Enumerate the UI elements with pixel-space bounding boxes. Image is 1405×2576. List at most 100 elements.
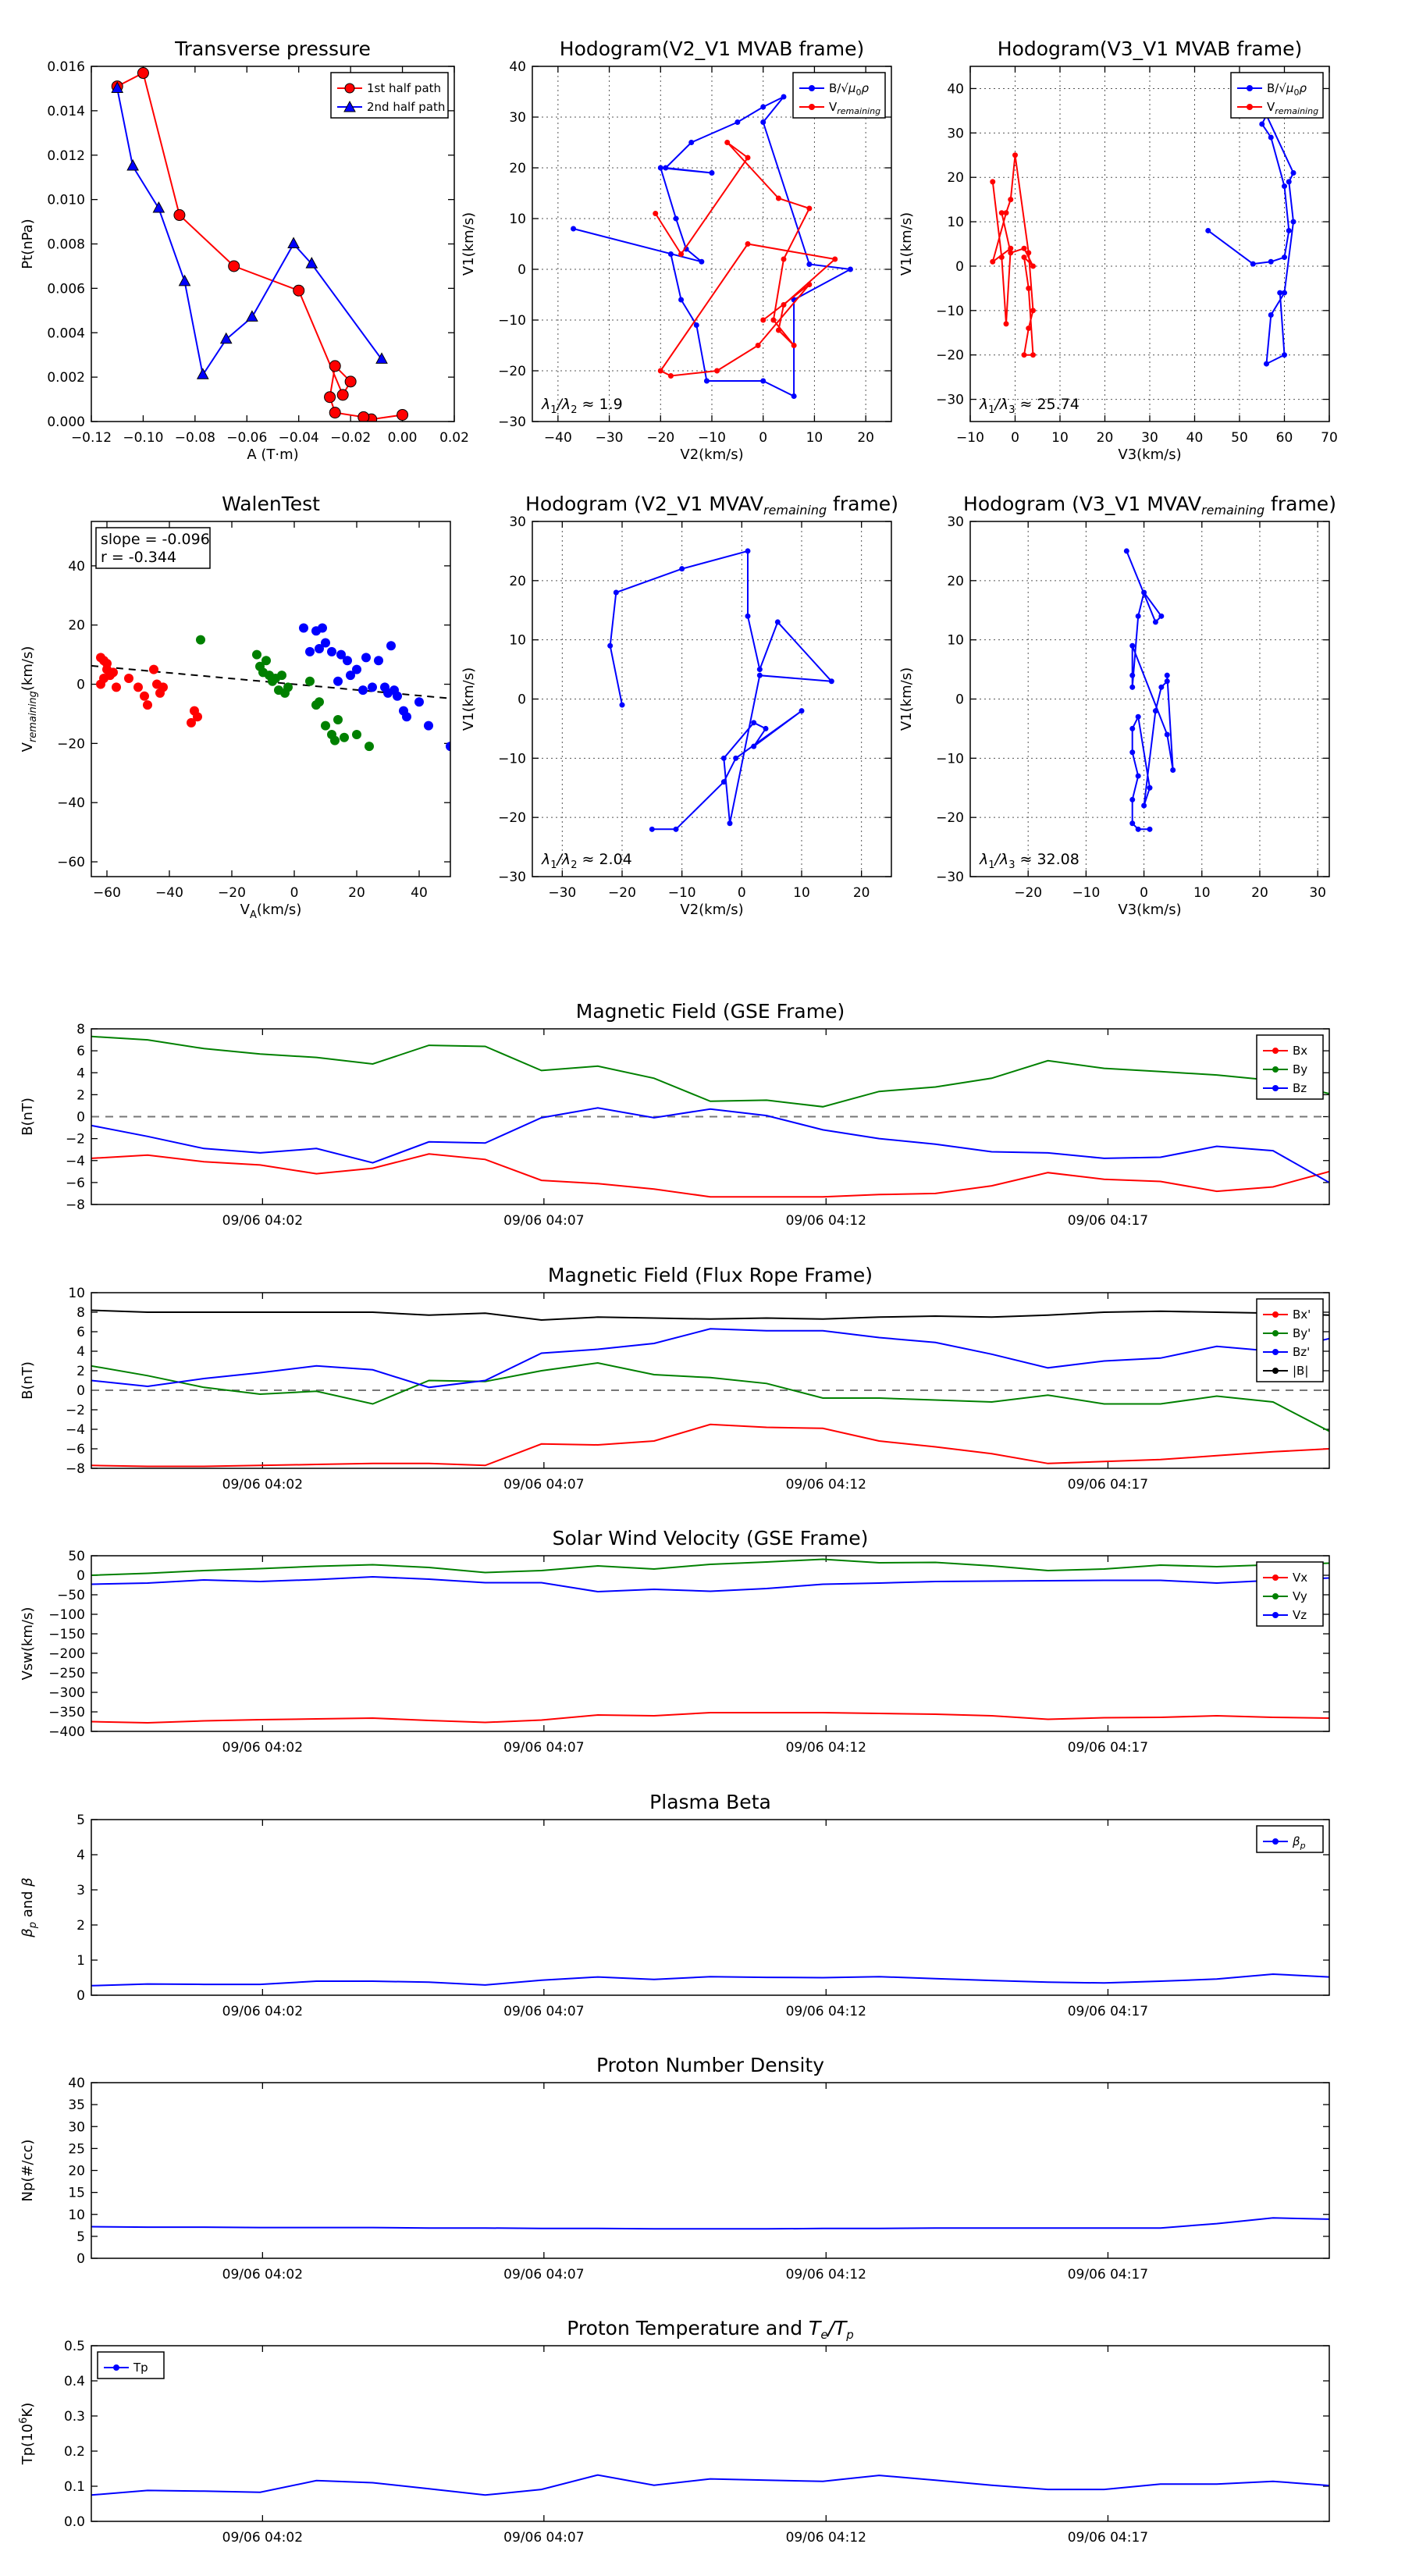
data-point xyxy=(735,119,741,125)
legend-label: Vz xyxy=(1293,1608,1307,1622)
data-point xyxy=(751,743,757,749)
x-tick-label: 09/06 04:07 xyxy=(503,2267,584,2282)
y-tick-label: 6 xyxy=(76,1325,85,1340)
legend-marker xyxy=(1247,85,1253,91)
data-point xyxy=(343,656,352,666)
data-point xyxy=(613,589,619,596)
data-point xyxy=(770,317,777,323)
y-tick-label: 30 xyxy=(509,514,526,530)
data-point xyxy=(1030,352,1036,358)
chart-title: Proton Temperature and Te/Tp xyxy=(567,2317,854,2342)
y-tick-label: −8 xyxy=(66,1461,85,1477)
x-tick-label: 0 xyxy=(738,885,746,901)
data-point xyxy=(1008,245,1014,251)
fit-slope: slope = -0.096 xyxy=(101,531,210,548)
legend-marker xyxy=(1272,1593,1279,1599)
y-tick-label: −200 xyxy=(48,1646,85,1662)
legend-label: Vremaining xyxy=(829,100,880,116)
legend-marker xyxy=(344,83,355,94)
ann-part: ≈ 32.08 xyxy=(1015,851,1079,868)
data-point xyxy=(678,251,685,257)
data-point xyxy=(358,685,368,696)
legend-box xyxy=(1256,1034,1324,1100)
data-point xyxy=(1008,197,1014,203)
data-point xyxy=(190,706,199,716)
legend-label: Vremaining xyxy=(1267,100,1318,116)
y-tick-label: 0 xyxy=(76,1383,85,1399)
y-tick-label: −20 xyxy=(936,348,964,364)
x-tick-label: 09/06 04:07 xyxy=(503,2004,584,2019)
eigenvalue-ratio: λ1/λ3 ≈ 25.74 xyxy=(979,396,1080,416)
data-point xyxy=(1205,227,1211,233)
data-point xyxy=(663,165,669,171)
y-tick-label: −30 xyxy=(498,870,526,885)
y-tick-label: 30 xyxy=(947,126,964,141)
x-label-sub: A xyxy=(250,909,257,921)
data-point xyxy=(1141,589,1147,596)
ann-sub: 1 xyxy=(988,404,994,416)
data-point xyxy=(424,720,433,731)
x-axis-label: V3(km/s) xyxy=(1118,902,1181,918)
data-layer xyxy=(91,1558,1329,1724)
data-point xyxy=(727,820,733,827)
data-point xyxy=(143,700,152,710)
legend-part: B/√ xyxy=(829,81,848,95)
x-axis-label: A (T·m) xyxy=(247,447,298,463)
x-axis-label: V3(km/s) xyxy=(1118,447,1181,463)
data-point xyxy=(709,170,715,176)
data-point xyxy=(1135,713,1141,720)
y-tick-label: 10 xyxy=(68,2208,85,2223)
data-layer xyxy=(91,1035,1329,1198)
data-point xyxy=(1259,121,1265,127)
data-point xyxy=(368,682,377,692)
y-tick-label: 10 xyxy=(947,215,964,230)
data-layer xyxy=(990,112,1297,367)
y-tick-label: −20 xyxy=(498,810,526,826)
y-tick-label: 5 xyxy=(76,1813,85,1828)
x-tick-label: 09/06 04:17 xyxy=(1068,1740,1148,1756)
x-tick-label: 09/06 04:02 xyxy=(222,1477,303,1493)
data-point xyxy=(832,256,838,262)
data-point xyxy=(667,373,674,379)
data-point xyxy=(446,742,450,752)
data-point xyxy=(1282,352,1287,358)
data-layer xyxy=(91,2474,1329,2496)
legend-marker xyxy=(343,100,356,112)
y-tick-label: −2 xyxy=(66,1132,85,1147)
y-tick-label: 0.008 xyxy=(47,237,85,253)
data-point xyxy=(111,81,124,93)
y-tick-label: −30 xyxy=(936,393,964,408)
data-point xyxy=(693,322,699,328)
data-point xyxy=(196,368,209,379)
data-point xyxy=(321,638,330,648)
data-point xyxy=(998,210,1005,216)
eigenvalue-ratio: λ1/λ2 ≈ 2.04 xyxy=(541,851,632,871)
x-tick-label: 09/06 04:12 xyxy=(786,2267,866,2282)
data-point xyxy=(261,656,271,666)
plot-frame xyxy=(532,66,892,422)
y-tick-label: 0 xyxy=(518,262,526,278)
series-magGSE-2-line xyxy=(91,1107,1329,1183)
data-point xyxy=(340,732,349,742)
ann-part: ≈ 25.74 xyxy=(1015,396,1079,413)
chart-title: Hodogram(V3_V1 MVAB frame) xyxy=(998,37,1302,60)
chart-title: Proton Number Density xyxy=(596,2054,824,2076)
ann-part: /λ xyxy=(994,851,1009,868)
y-tick-label: 40 xyxy=(68,559,85,575)
legend-marker xyxy=(113,2364,119,2371)
x-tick-label: 0 xyxy=(759,430,767,446)
chart-title-part: frame) xyxy=(827,493,898,515)
plot-frame xyxy=(532,521,892,877)
x-tick-label: 20 xyxy=(853,885,870,901)
x-tick-label: 09/06 04:17 xyxy=(1068,2267,1148,2282)
ann-sub: 1 xyxy=(550,404,557,416)
y-tick-label: −10 xyxy=(498,313,526,329)
y-tick-label: 0.014 xyxy=(47,104,85,119)
y-tick-label: 0.1 xyxy=(64,2479,85,2495)
y-tick-label: 0.004 xyxy=(47,326,85,341)
x-label-part: (km/s) xyxy=(257,902,301,918)
data-point xyxy=(277,671,286,681)
data-point xyxy=(158,682,168,692)
data-layer xyxy=(1123,548,1176,832)
